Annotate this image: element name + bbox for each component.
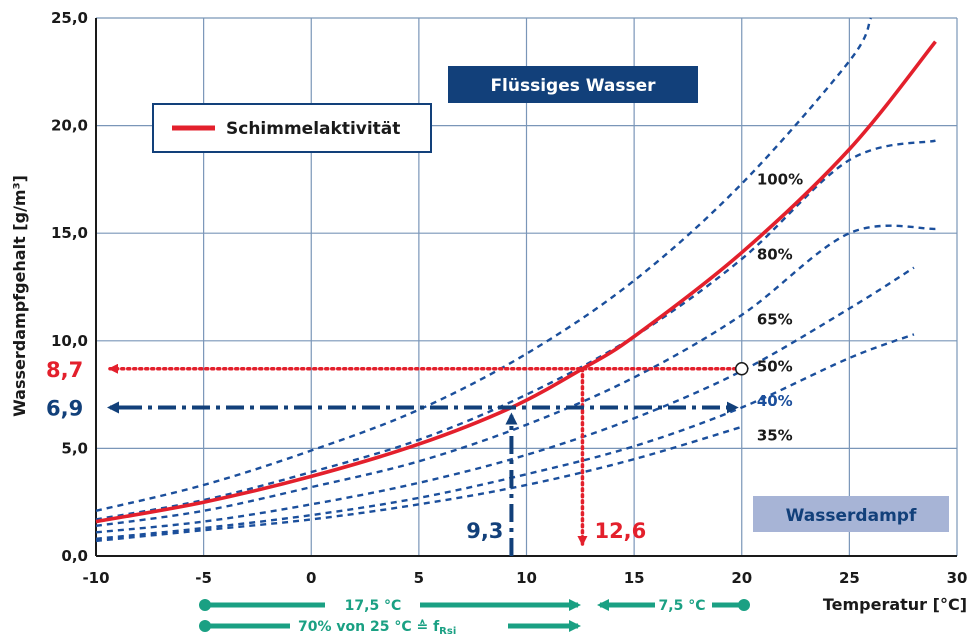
x-tick-label: -5: [195, 569, 212, 587]
series-line-40-: [95, 333, 915, 540]
x-tick-label: 0: [306, 569, 316, 587]
curve-label-40-percent: 40%: [757, 392, 793, 410]
x-axis-title: Temperatur [°C]: [823, 595, 967, 614]
liquid-water-box: Flüssiges Wasser: [448, 66, 698, 103]
annotations: 8,7 6,9 9,3 12,6: [46, 358, 749, 556]
tick-labels: -10 -5 0 5 10 15 20 25 30 0,0 5,0 10,0 15,0 20,0 25,0: [51, 9, 967, 587]
y-tick-label: 10,0: [51, 332, 88, 350]
value-6-9: 6,9: [46, 397, 83, 421]
curve-label-65-percent: 65%: [757, 310, 793, 328]
y-axis-title: Wasserdampfgehalt [g/m³]: [10, 175, 29, 417]
series-line-80-: [95, 139, 936, 521]
y-tick-label: 15,0: [51, 224, 88, 242]
value-9-3: 9,3: [466, 519, 503, 543]
curve-label-35-percent: 35%: [757, 426, 793, 444]
label-17-5: 17,5 °C: [345, 598, 402, 614]
value-8-7: 8,7: [46, 358, 83, 382]
legend: Schimmelaktivität: [152, 103, 432, 153]
label-7-5: 7,5 °C: [659, 598, 706, 614]
vapor-box-bg: [753, 496, 949, 532]
liquid-water-box-bg: [448, 66, 698, 103]
legend-label: Schimmelaktivität: [226, 119, 400, 139]
curve-label-80-percent: 80%: [757, 246, 793, 264]
y-tick-label: 5,0: [61, 439, 88, 457]
liquid-water-label: Flüssiges Wasser: [490, 76, 656, 96]
x-tick-label: 5: [414, 569, 424, 587]
vapor-box: Wasserdampf: [753, 496, 949, 532]
axes: [95, 18, 957, 557]
state-point: [735, 362, 749, 376]
y-tick-label: 20,0: [51, 117, 88, 135]
value-12-6: 12,6: [594, 519, 646, 543]
y-tick-label: 0,0: [61, 547, 88, 565]
series-line-100-: [95, 17, 873, 512]
series-group: [95, 17, 937, 543]
x-tick-label: 30: [947, 569, 968, 587]
y-tick-label: 25,0: [51, 9, 88, 27]
x-tick-label: -10: [82, 569, 109, 587]
x-tick-label: 20: [731, 569, 752, 587]
vapor-label: Wasserdampf: [786, 506, 917, 526]
label-70-percent-sub: Rsi: [439, 626, 456, 636]
grid-lines: [95, 17, 958, 557]
series-line-schimmelaktivit-t: [95, 40, 937, 524]
label-70-percent-main: 70% von 25 °C ≙ f: [298, 619, 440, 635]
curve-label-100-percent: 100%: [757, 170, 803, 188]
bottom-arrows: 17,5 °C 7,5 °C 70% von 25 °C ≙ fRsi: [199, 598, 750, 636]
curve-label-50-percent: 50%: [757, 358, 793, 376]
x-tick-label: 10: [516, 569, 537, 587]
teal-dot-top-right: [738, 599, 750, 611]
series-line-65-: [95, 224, 936, 528]
curve-labels: 100% 80% 65% 50% 40% 35%: [757, 170, 803, 444]
x-tick-label: 25: [839, 569, 860, 587]
x-tick-label: 15: [624, 569, 645, 587]
label-70-percent: 70% von 25 °C ≙ fRsi: [298, 619, 456, 636]
